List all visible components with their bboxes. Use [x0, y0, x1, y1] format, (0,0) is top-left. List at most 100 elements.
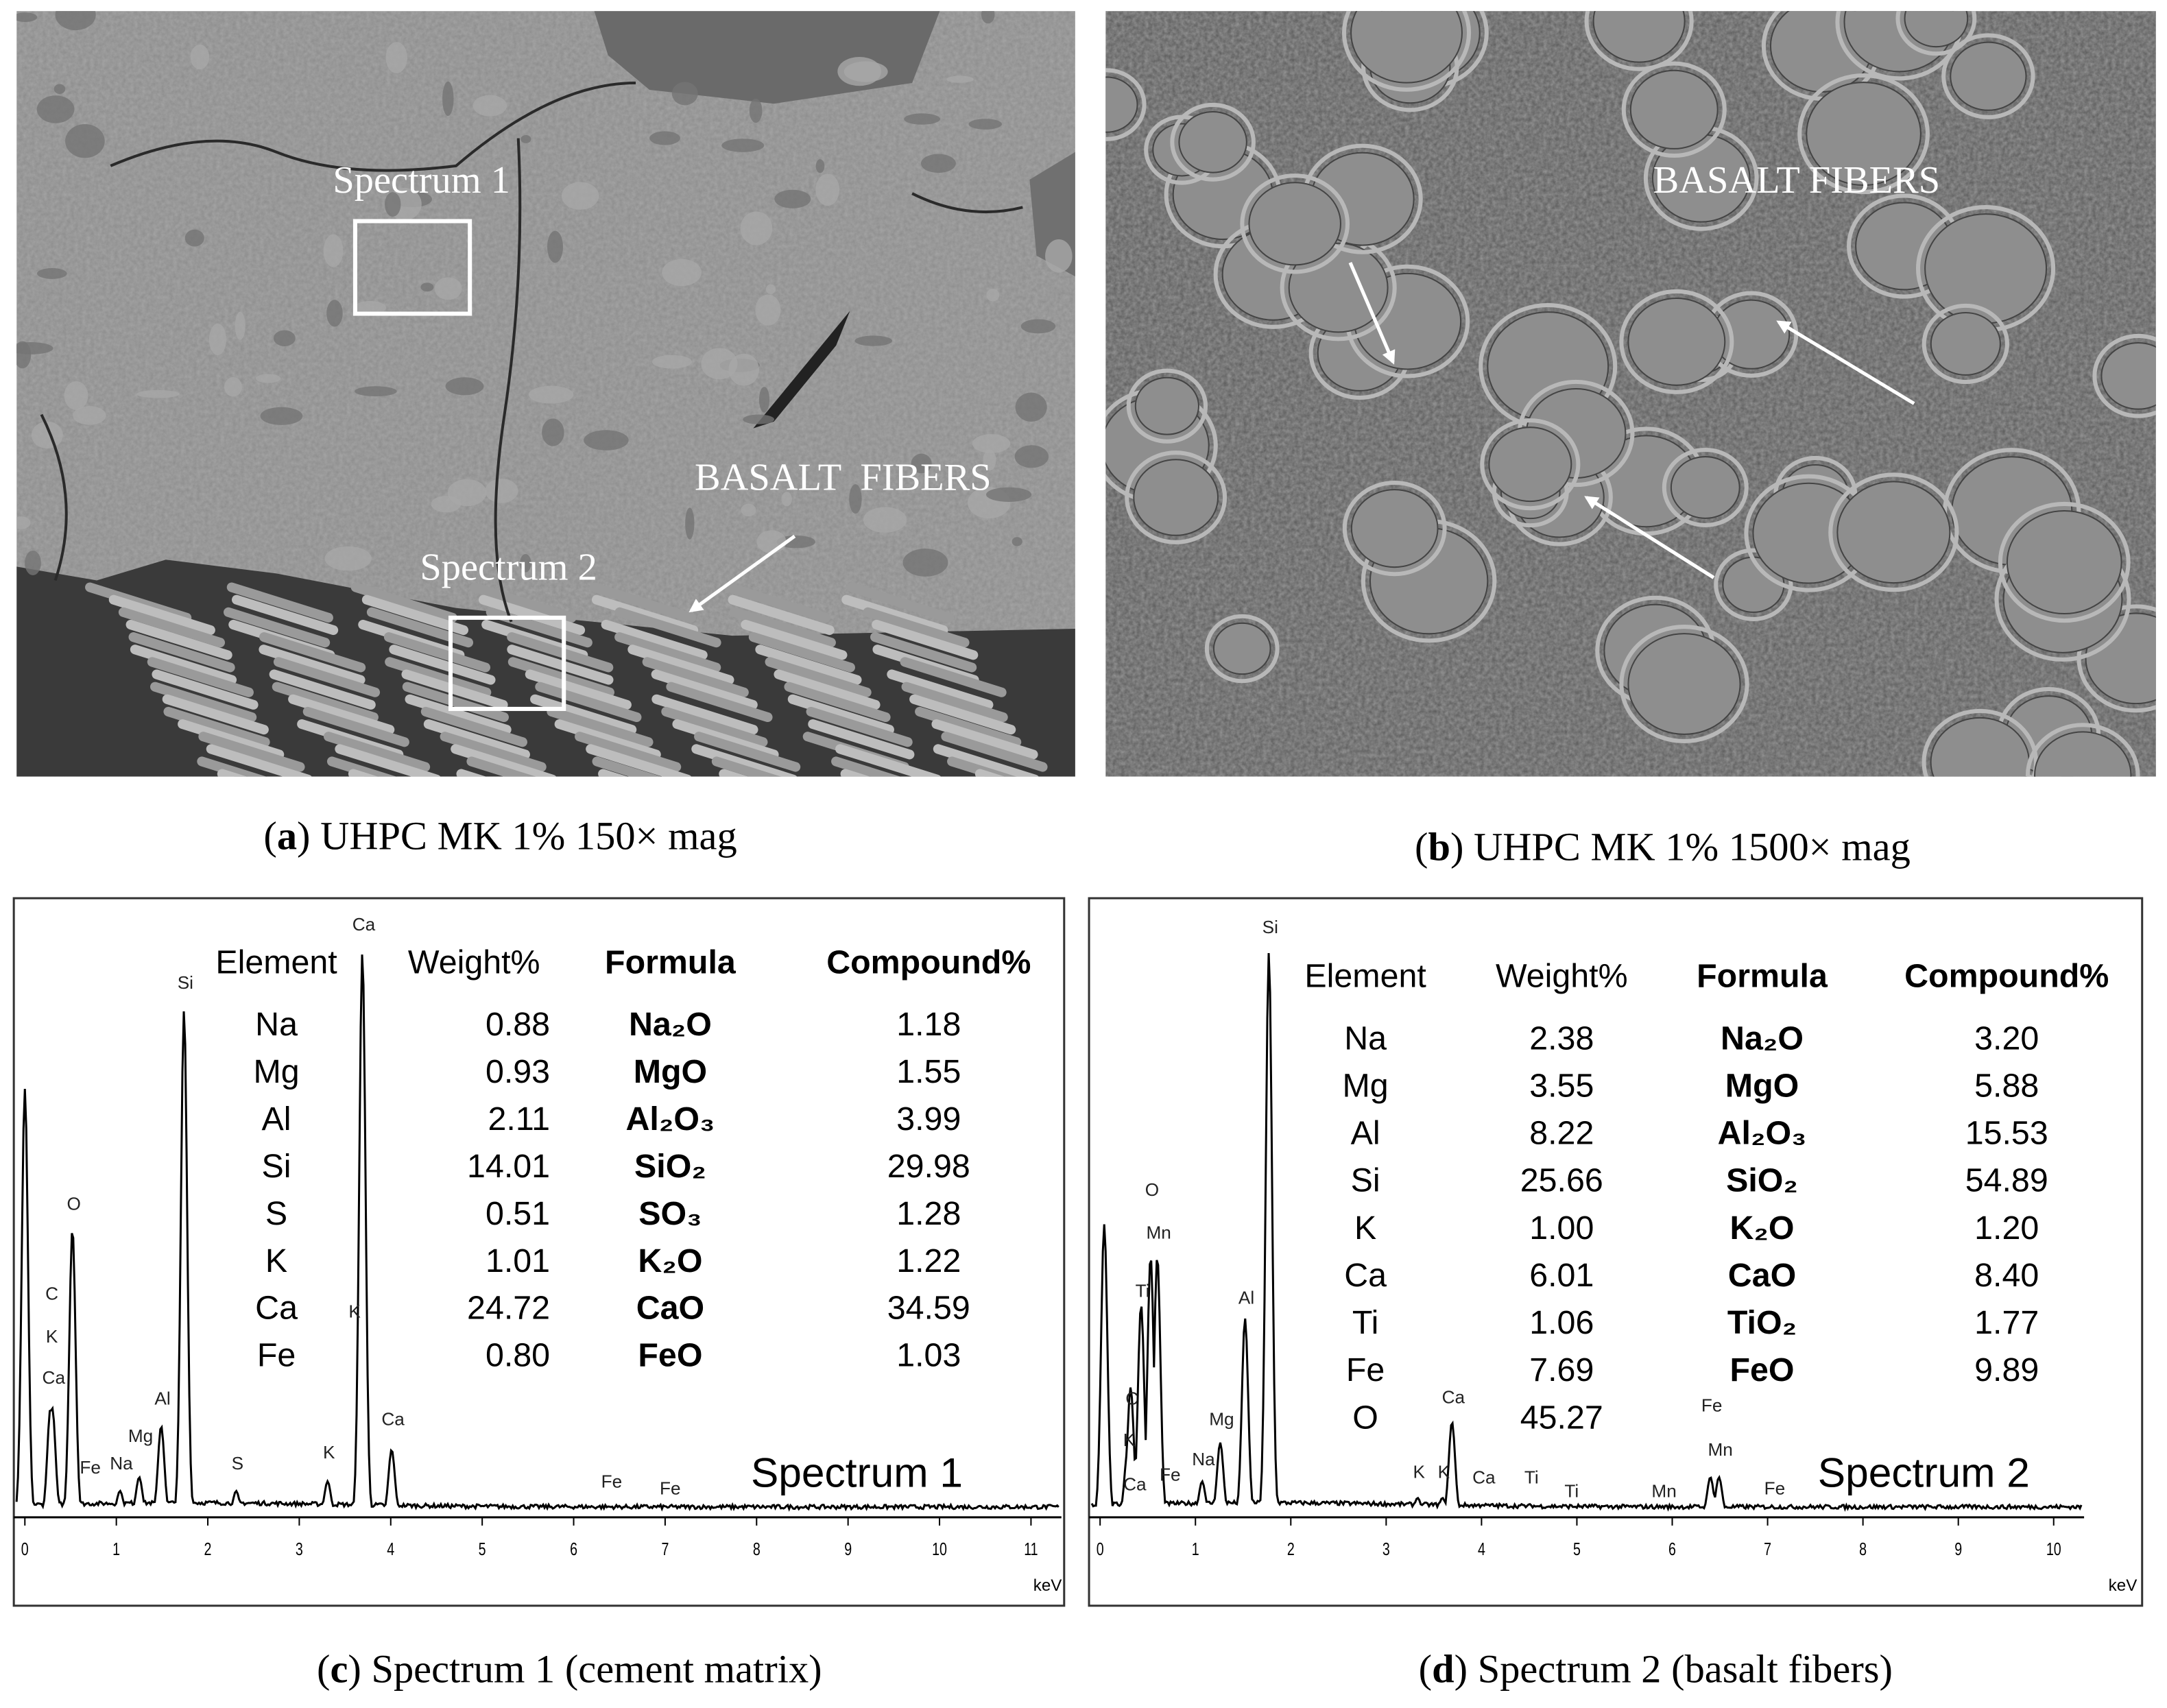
x-tick-label: 5	[1573, 1539, 1581, 1559]
fiber	[729, 607, 836, 648]
fiber	[601, 619, 708, 660]
peak-label: Fe	[1701, 1395, 1723, 1416]
fiber	[748, 632, 855, 673]
fiber-section	[1133, 459, 1219, 536]
table-cell: MgO	[634, 1053, 707, 1090]
particle	[781, 492, 792, 507]
fiber	[507, 632, 614, 673]
table-header: Compound%	[826, 944, 1031, 981]
particle	[520, 135, 531, 143]
fiber	[108, 594, 215, 636]
table-cell: 24.72	[467, 1290, 550, 1327]
fiber	[269, 669, 376, 710]
fiber	[614, 607, 721, 648]
table-cell: K₂O	[1729, 1210, 1794, 1247]
fiber	[198, 732, 305, 772]
fiber	[197, 756, 267, 777]
table-cell: CaO	[1728, 1257, 1796, 1294]
particle	[743, 414, 775, 424]
particle	[986, 487, 1032, 502]
particle	[946, 75, 974, 83]
x-tick-label: 5	[479, 1539, 486, 1559]
fiber	[152, 669, 259, 710]
particle	[25, 550, 41, 575]
table-cell: Si	[1351, 1162, 1380, 1199]
fiber	[591, 594, 699, 636]
table-cell: Mg	[253, 1053, 299, 1090]
particle	[983, 449, 996, 471]
fiber-section	[1629, 69, 1719, 149]
fiber	[273, 657, 381, 697]
fiber-rim	[1828, 472, 1959, 592]
fiber	[642, 657, 749, 697]
fiber-section	[1670, 456, 1740, 519]
table-cell: O	[1352, 1399, 1378, 1436]
table-cell: S	[265, 1195, 287, 1232]
fiber-section	[1288, 242, 1389, 333]
fiber	[217, 769, 248, 777]
fiber	[933, 744, 1039, 777]
table-cell: 29.98	[887, 1148, 970, 1185]
fiber	[326, 756, 397, 777]
peak-label: Ca	[43, 1367, 66, 1388]
particle	[485, 479, 518, 503]
table-cell: 15.53	[1965, 1115, 2048, 1152]
particle	[355, 386, 397, 397]
table-cell: Na	[1344, 1020, 1387, 1057]
fiber	[651, 669, 758, 710]
spectrum-box	[352, 219, 472, 316]
x-tick-label: 6	[570, 1539, 577, 1559]
fiber-section	[2100, 342, 2156, 410]
peak-label: K	[1123, 1430, 1136, 1450]
peak-label: Fe	[1160, 1464, 1181, 1484]
particle	[863, 507, 907, 533]
particle	[420, 282, 434, 292]
fiber	[530, 694, 637, 735]
fiber	[118, 607, 226, 648]
table-cell: Ca	[255, 1290, 298, 1327]
table-header: Weight%	[1496, 958, 1628, 995]
fiber-section	[1627, 298, 1726, 386]
particle	[740, 211, 773, 245]
fiber-rim	[1921, 303, 2009, 385]
table-cell: Mg	[1343, 1067, 1389, 1104]
fiber	[835, 744, 941, 777]
fiber	[206, 744, 312, 777]
particle	[758, 387, 770, 413]
x-tick-label: 9	[1954, 1539, 1962, 1559]
fiber-rim	[2025, 723, 2140, 777]
peak-label: K	[348, 1301, 361, 1322]
table-cell: 0.80	[486, 1337, 550, 1374]
particle	[472, 95, 507, 117]
x-unit: keV	[2109, 1576, 2138, 1595]
fiber	[901, 682, 1008, 723]
table-cell: 0.93	[486, 1053, 550, 1090]
fibers	[85, 582, 1048, 777]
table-cell: FeO	[638, 1337, 702, 1374]
table-cell: SO₃	[638, 1195, 702, 1232]
particle	[385, 192, 401, 217]
table-cell: FeO	[1729, 1351, 1794, 1388]
x-tick-label: 0	[1097, 1539, 1104, 1559]
fiber	[302, 706, 409, 747]
fiber	[420, 706, 527, 747]
fiber	[163, 706, 270, 747]
caption-text: ) UHPC MK 1% 1500× mag	[1450, 825, 1911, 869]
particle	[1014, 445, 1049, 468]
fiber	[672, 719, 779, 760]
fiber	[470, 582, 577, 623]
particle	[721, 139, 765, 152]
peak-label: K	[46, 1326, 58, 1347]
table-cell: Ti	[1352, 1304, 1379, 1341]
particle	[184, 229, 204, 247]
fiber	[586, 744, 692, 777]
spectrum-name: Spectrum 2	[1818, 1449, 2030, 1495]
fiber	[231, 594, 339, 636]
particle	[584, 430, 629, 450]
particle	[55, 11, 96, 31]
x-tick-label: 6	[1668, 1539, 1676, 1559]
fiber-section	[1836, 481, 1951, 584]
table-cell: 8.40	[1974, 1257, 2039, 1294]
fiber	[666, 682, 773, 723]
table-cell: 3.20	[1974, 1020, 2039, 1057]
